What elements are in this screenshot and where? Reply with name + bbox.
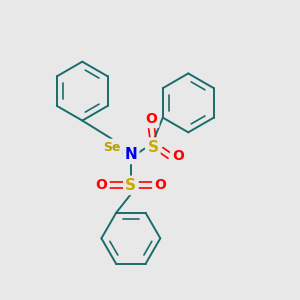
Text: S: S bbox=[147, 140, 158, 154]
Text: S: S bbox=[125, 178, 136, 193]
Text: O: O bbox=[172, 149, 184, 163]
Text: O: O bbox=[146, 112, 158, 126]
Text: N: N bbox=[124, 147, 137, 162]
Text: O: O bbox=[154, 178, 166, 192]
Text: Se: Se bbox=[103, 141, 121, 154]
Text: O: O bbox=[95, 178, 107, 192]
